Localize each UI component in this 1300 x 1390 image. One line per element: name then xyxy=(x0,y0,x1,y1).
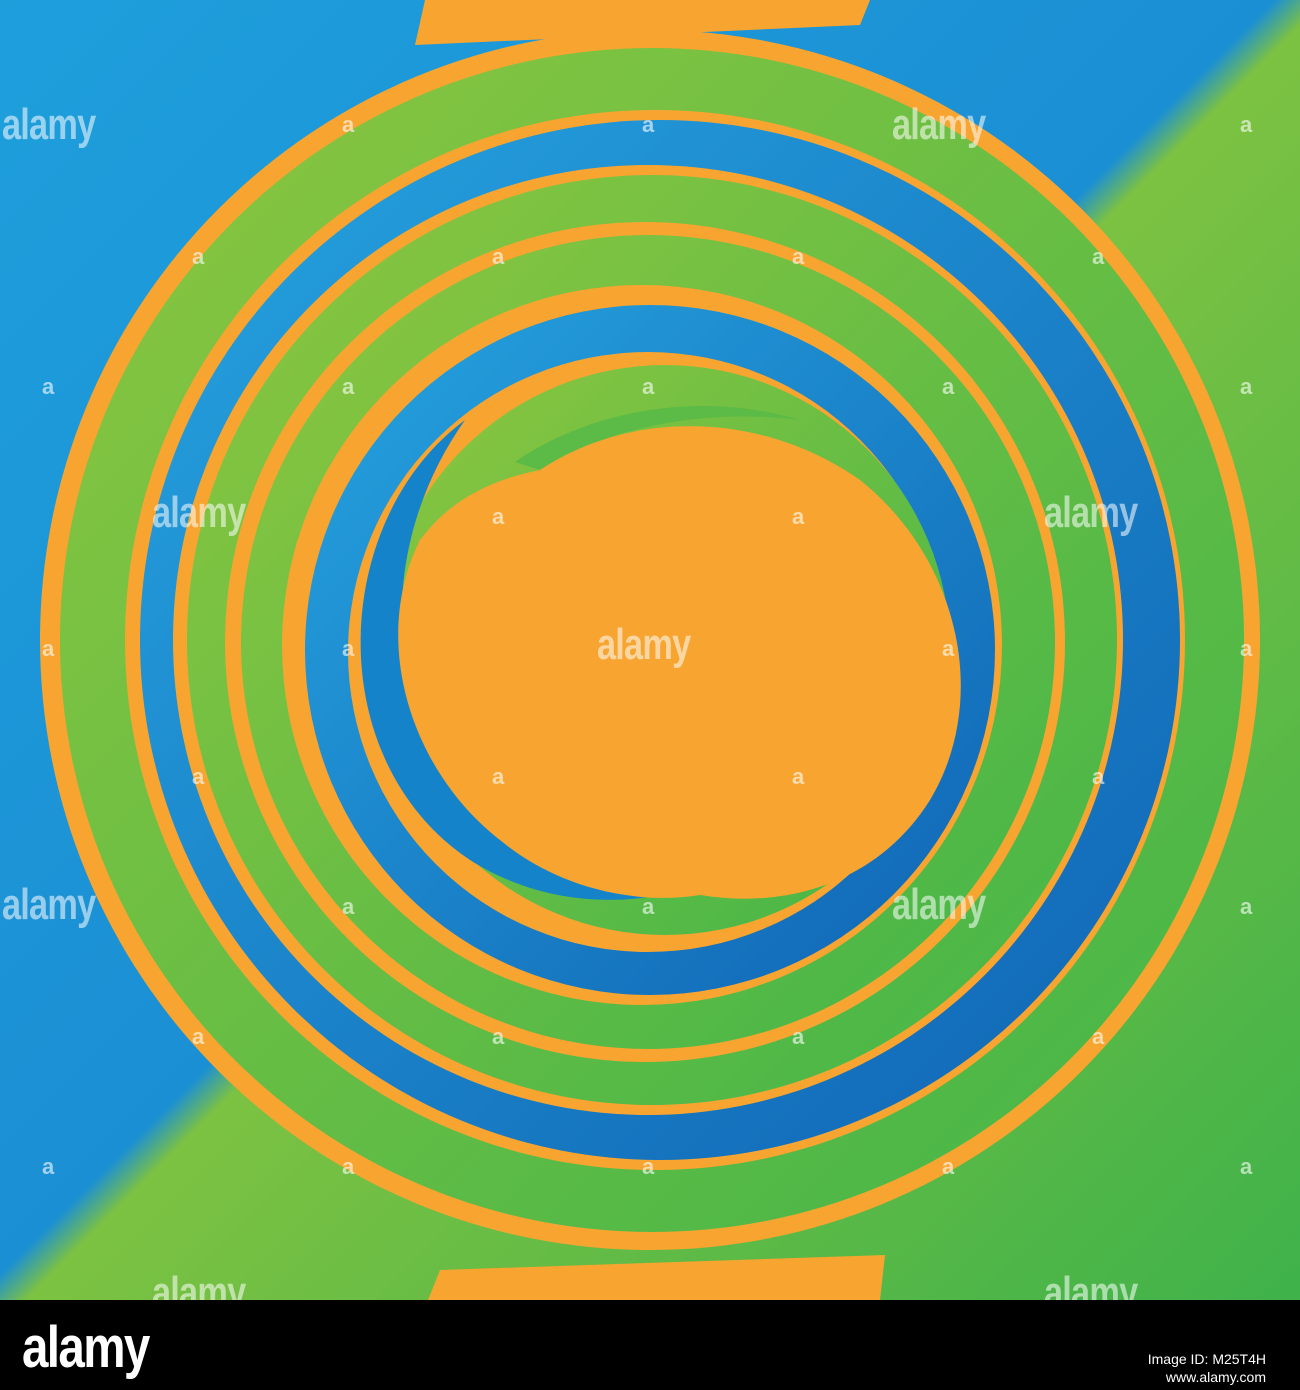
top-tab xyxy=(415,0,870,45)
inner-green-swirl xyxy=(515,405,800,470)
image-id-label: Image ID: M25T4H xyxy=(1147,1351,1266,1367)
footer-bar: alamy Image ID: M25T4H www.alamy.com xyxy=(0,1300,1300,1390)
orange-core xyxy=(398,426,961,899)
website-url[interactable]: www.alamy.com xyxy=(1165,1369,1266,1385)
spiral-graphic xyxy=(0,0,1300,1300)
alamy-logo: alamy xyxy=(22,1315,150,1380)
bottom-tab xyxy=(428,1255,885,1300)
spiral-artwork xyxy=(0,0,1300,1300)
